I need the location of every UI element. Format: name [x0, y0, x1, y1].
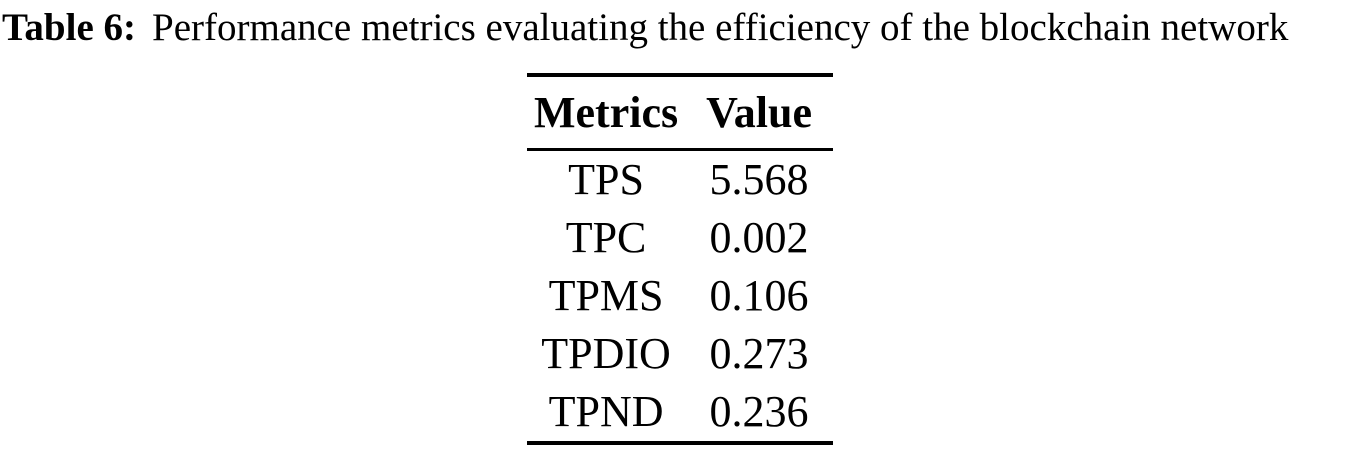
metric-cell: TPC [565, 212, 647, 262]
table-row: TPS 5.568 [527, 149, 833, 209]
header-metrics: Metrics [526, 74, 686, 151]
table-row: TPND 0.236 [527, 383, 833, 443]
metric-cell: TPDIO [541, 328, 671, 378]
metric-cell: TPND [548, 386, 664, 436]
header-value: Value [685, 74, 833, 151]
metrics-table: Metrics Value TPS 5.568 TPC 0.002 TPMS 0… [526, 72, 833, 445]
metrics-table-head: Metrics Value [526, 74, 833, 151]
table-caption: Table 6: Performance metrics evaluating t… [0, 0, 1359, 51]
table-row: TPMS 0.106 [527, 267, 833, 325]
value-cell: 5.568 [709, 154, 809, 204]
value-cell: 0.106 [709, 270, 809, 320]
table-row: TPDIO 0.273 [527, 325, 833, 383]
metrics-table-body: TPS 5.568 TPC 0.002 TPMS 0.106 TPDIO 0.2… [527, 149, 833, 443]
metric-cell: TPMS [548, 270, 664, 320]
table-caption-label: Table 6: [2, 6, 137, 49]
table-row: TPC 0.002 [527, 209, 833, 267]
table-caption-text: Performance metrics evaluating the effic… [152, 6, 1289, 49]
value-cell: 0.002 [709, 212, 809, 262]
value-cell: 0.236 [709, 386, 809, 436]
metric-cell: TPS [568, 154, 644, 204]
table-header-row: Metrics Value [526, 74, 833, 151]
value-cell: 0.273 [709, 328, 809, 378]
